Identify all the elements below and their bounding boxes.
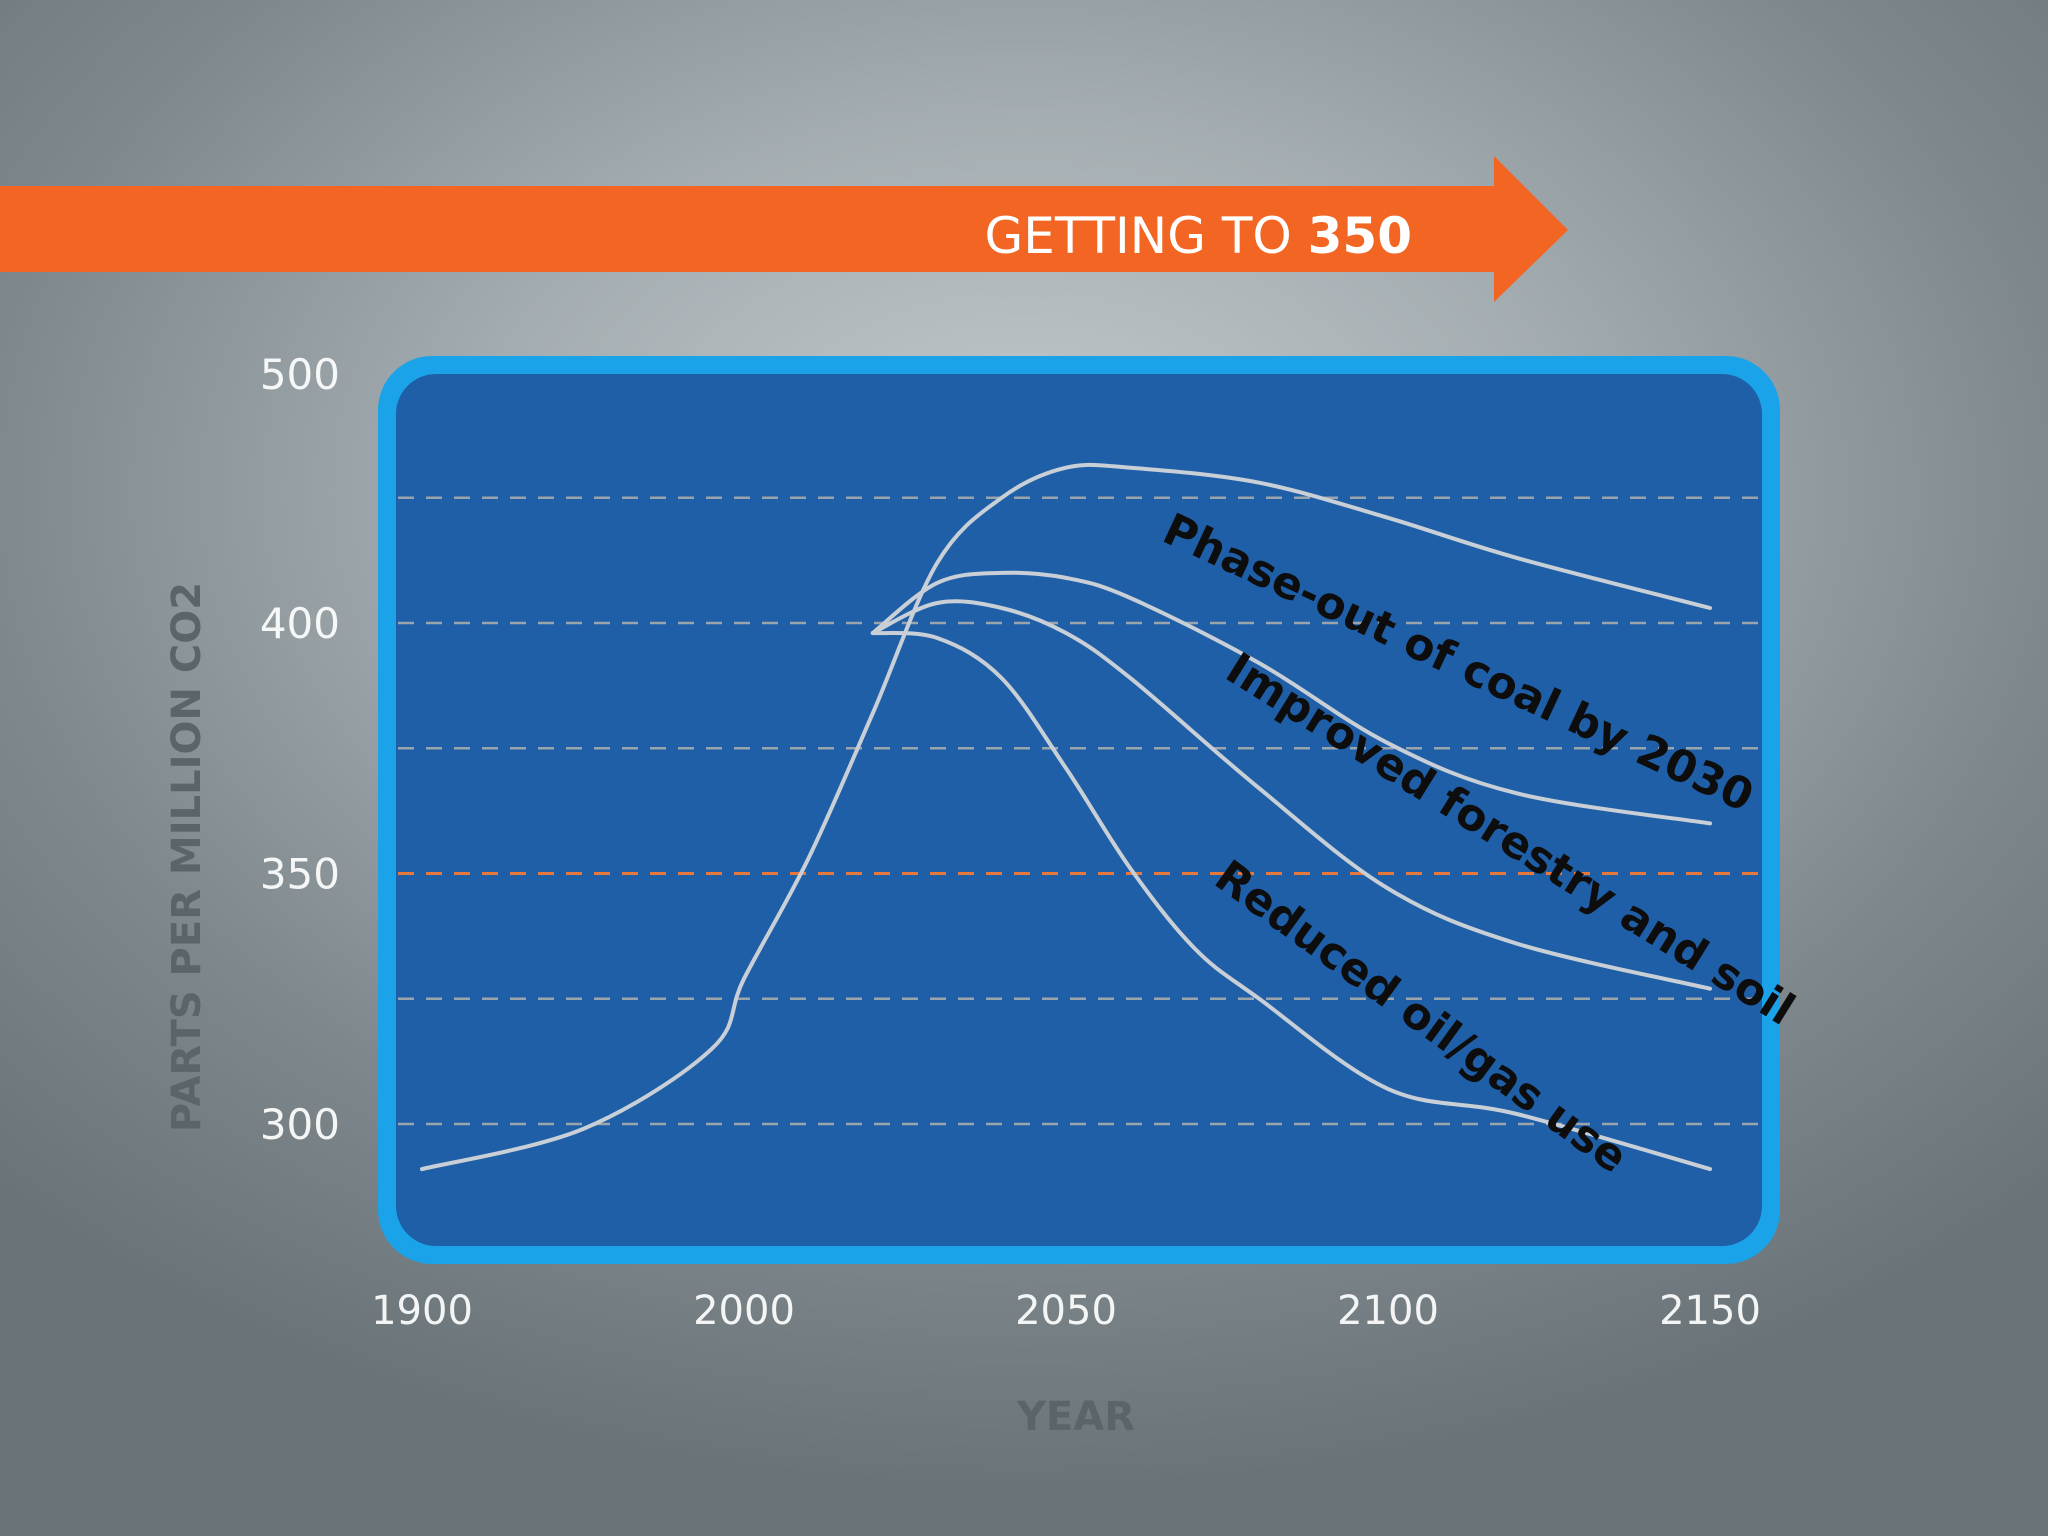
gridlines <box>398 496 1760 1126</box>
chart-title: GETTING TO 350 <box>985 207 1413 265</box>
chart-title-highlight: 350 <box>1308 207 1412 265</box>
y-tick-400: 400 <box>260 599 340 648</box>
x-tick-2100: 2100 <box>1337 1288 1439 1334</box>
y-axis-label: PARTS PER MILLION CO2 <box>164 582 210 1132</box>
chart-title-prefix: GETTING TO <box>985 207 1308 265</box>
series-line-3 <box>870 599 1712 991</box>
x-tick-2150: 2150 <box>1659 1288 1761 1334</box>
plot-area <box>396 374 1762 1246</box>
series-line-2 <box>870 570 1712 826</box>
x-tick-2050: 2050 <box>1015 1288 1117 1334</box>
series-line-1 <box>420 462 1712 1172</box>
y-tick-350: 350 <box>260 850 340 899</box>
title-arrow <box>0 156 1568 302</box>
x-axis-label: YEAR <box>1016 1394 1135 1440</box>
series-line-4 <box>870 630 1712 1172</box>
y-tick-300: 300 <box>260 1100 340 1149</box>
x-tick-labels: 1900 2000 2050 2100 2150 <box>371 1288 1761 1334</box>
x-tick-2000: 2000 <box>693 1288 795 1334</box>
series-lines <box>420 462 1712 1172</box>
y-tick-labels: 300 350 400 500 <box>260 350 340 1149</box>
x-tick-1900: 1900 <box>371 1288 473 1334</box>
y-tick-500: 500 <box>260 350 340 399</box>
